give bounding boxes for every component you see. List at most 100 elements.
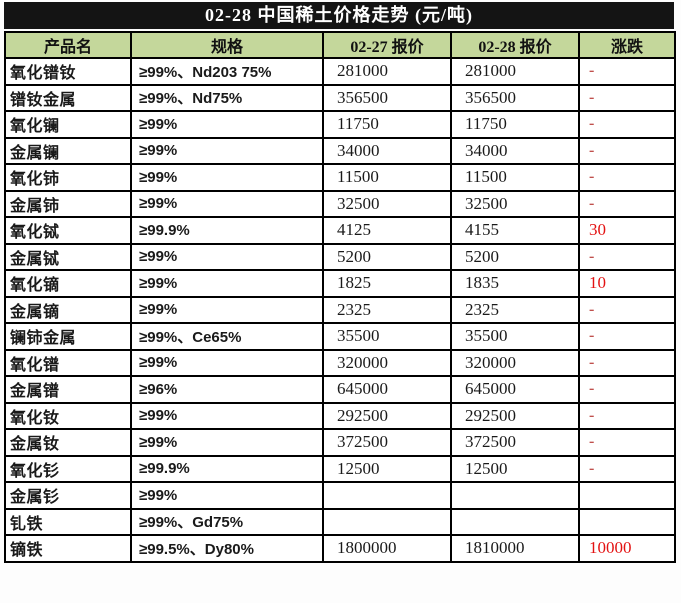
price-0227-cell: 292500: [322, 401, 452, 430]
spec-cell: ≥99%: [130, 242, 324, 271]
price-0227-cell: 11750: [322, 110, 452, 139]
product-cell: 氧化铽: [4, 216, 132, 245]
price-0228-cell: 12500: [450, 454, 580, 483]
table-row: 镧铈金属 ≥99%、Ce65% 35500 35500-: [4, 322, 676, 351]
spec-cell: ≥99%: [130, 163, 324, 192]
spec-cell: ≥99%: [130, 136, 324, 165]
spec-cell: ≥99%: [130, 269, 324, 298]
price-0228-cell: 1835: [450, 269, 580, 298]
spec-cell: ≥99%: [130, 110, 324, 139]
table-row: 氧化钐 ≥99.9% 12500 12500-: [4, 454, 676, 483]
table-row: 金属钕 ≥99% 372500 372500-: [4, 428, 676, 457]
change-cell: -: [578, 322, 676, 351]
change-cell: -: [578, 295, 676, 324]
change-cell: [578, 507, 676, 536]
table-row: 金属镨 ≥96% 645000 645000-: [4, 375, 676, 404]
change-cell: -: [578, 348, 676, 377]
spec-cell: ≥99%、Nd75%: [130, 83, 324, 112]
product-cell: 镧铈金属: [4, 322, 132, 351]
price-0228-cell: 281000: [450, 57, 580, 86]
spec-cell: ≥99%: [130, 428, 324, 457]
product-cell: 氧化镨: [4, 348, 132, 377]
table-row: 金属铽 ≥99% 5200 5200-: [4, 242, 676, 271]
table-row: 氧化铈 ≥99% 11500 11500-: [4, 163, 676, 192]
price-0227-cell: 1825: [322, 269, 452, 298]
price-0228-cell: 35500: [450, 322, 580, 351]
table-row: 氧化钕 ≥99% 292500 292500-: [4, 401, 676, 430]
spec-cell: ≥99.9%: [130, 216, 324, 245]
change-cell: -: [578, 375, 676, 404]
price-0227-cell: 281000: [322, 57, 452, 86]
change-cell: -: [578, 242, 676, 271]
spec-cell: ≥99%、Nd203 75%: [130, 57, 324, 86]
table-row: 钆铁 ≥99%、Gd75%: [4, 507, 676, 536]
price-0228-cell: 1810000: [450, 534, 580, 563]
price-0227-cell: 645000: [322, 375, 452, 404]
change-cell: 10: [578, 269, 676, 298]
price-0227-cell: 11500: [322, 163, 452, 192]
product-cell: 氧化钕: [4, 401, 132, 430]
column-header-3: 02-28 报价: [450, 31, 580, 59]
table-body: 氧化镨钕 ≥99%、Nd203 75% 281000 281000- 镨钕金属 ≥99%、…: [4, 57, 676, 563]
spec-cell: ≥99%: [130, 189, 324, 218]
change-cell: 10000: [578, 534, 676, 563]
table-row: 氧化铽 ≥99.9% 4125 4155 30: [4, 216, 676, 245]
price-0227-cell: 5200: [322, 242, 452, 271]
change-cell: -: [578, 428, 676, 457]
product-cell: 钆铁: [4, 507, 132, 536]
change-cell: -: [578, 110, 676, 139]
table-row: 镝铁 ≥99.5%、Dy80% 1800000 1810000 10000: [4, 534, 676, 563]
price-0227-cell: [322, 481, 452, 510]
product-cell: 氧化镧: [4, 110, 132, 139]
header-row: 产品名 规格 02-27 报价 02-28 报价 涨跌: [4, 31, 676, 59]
column-header-0: 产品名: [4, 31, 132, 59]
price-0228-cell: [450, 481, 580, 510]
spec-cell: ≥99%、Gd75%: [130, 507, 324, 536]
table-row: 氧化镨钕 ≥99%、Nd203 75% 281000 281000-: [4, 57, 676, 86]
price-0228-cell: [450, 507, 580, 536]
change-cell: -: [578, 189, 676, 218]
table-row: 镨钕金属 ≥99%、Nd75% 356500 356500-: [4, 83, 676, 112]
product-cell: 氧化钐: [4, 454, 132, 483]
column-header-2: 02-27 报价: [322, 31, 452, 59]
price-0227-cell: 372500: [322, 428, 452, 457]
table-row: 金属铈 ≥99% 32500 32500-: [4, 189, 676, 218]
product-cell: 金属镝: [4, 295, 132, 324]
change-cell: -: [578, 163, 676, 192]
change-cell: -: [578, 136, 676, 165]
table-row: 金属镝 ≥99% 2325 2325-: [4, 295, 676, 324]
price-table: 产品名 规格 02-27 报价 02-28 报价 涨跌 氧化镨钕 ≥99%、Nd203 7…: [4, 31, 676, 563]
change-cell: -: [578, 454, 676, 483]
column-header-1: 规格: [130, 31, 324, 59]
table-row: 氧化镧 ≥99% 11750 11750-: [4, 110, 676, 139]
product-cell: 金属镧: [4, 136, 132, 165]
spec-cell: ≥99%: [130, 348, 324, 377]
spec-cell: ≥99%: [130, 481, 324, 510]
price-0227-cell: 12500: [322, 454, 452, 483]
spec-cell: ≥99.9%: [130, 454, 324, 483]
table-row: 金属镧 ≥99% 34000 34000-: [4, 136, 676, 165]
price-0228-cell: 320000: [450, 348, 580, 377]
change-cell: [578, 481, 676, 510]
change-cell: -: [578, 57, 676, 86]
price-0227-cell: 4125: [322, 216, 452, 245]
change-cell: 30: [578, 216, 676, 245]
spec-cell: ≥99%: [130, 401, 324, 430]
product-cell: 氧化铈: [4, 163, 132, 192]
product-cell: 金属钐: [4, 481, 132, 510]
price-0227-cell: 320000: [322, 348, 452, 377]
price-0227-cell: 2325: [322, 295, 452, 324]
product-cell: 金属镨: [4, 375, 132, 404]
column-header-4: 涨跌: [578, 31, 676, 59]
price-0228-cell: 292500: [450, 401, 580, 430]
table-title: 02-28 中国稀土价格走势 (元/吨): [4, 2, 674, 29]
spec-cell: ≥99%: [130, 295, 324, 324]
product-cell: 金属钕: [4, 428, 132, 457]
product-cell: 金属铈: [4, 189, 132, 218]
table-row: 金属钐 ≥99%: [4, 481, 676, 510]
price-0228-cell: 4155: [450, 216, 580, 245]
table-row: 氧化镝 ≥99% 1825 1835 10: [4, 269, 676, 298]
price-0228-cell: 2325: [450, 295, 580, 324]
spec-cell: ≥99.5%、Dy80%: [130, 534, 324, 563]
change-cell: -: [578, 83, 676, 112]
